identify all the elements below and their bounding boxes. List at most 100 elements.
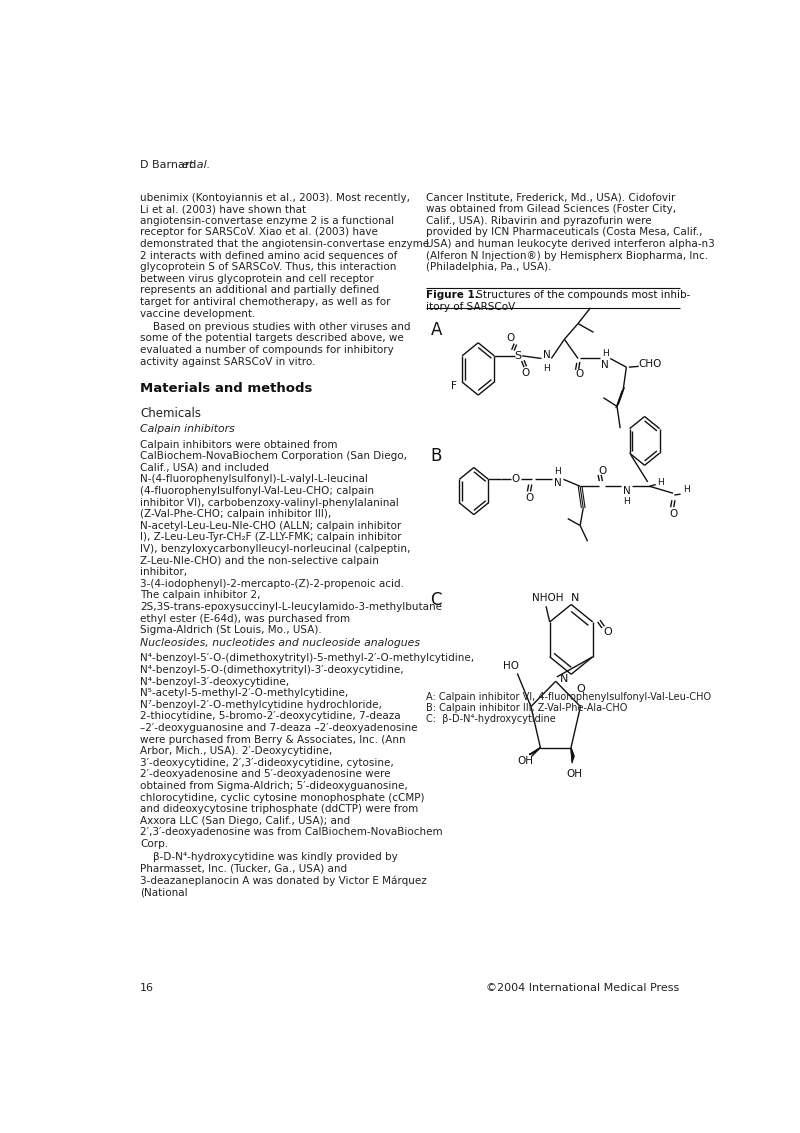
Text: Figure 1.: Figure 1. <box>426 290 478 300</box>
Text: N⁷-benzoyl-2′-O-methylcytidine hydrochloride,: N⁷-benzoyl-2′-O-methylcytidine hydrochlo… <box>140 700 382 710</box>
Text: were purchased from Berry & Associates, Inc. (Ann: were purchased from Berry & Associates, … <box>140 734 406 744</box>
Text: CalBiochem-NovaBiochem Corporation (San Diego,: CalBiochem-NovaBiochem Corporation (San … <box>140 451 407 461</box>
Text: and dideoxycytosine triphosphate (ddCTP) were from: and dideoxycytosine triphosphate (ddCTP)… <box>140 804 418 815</box>
Text: N: N <box>622 486 630 495</box>
Text: C:  β-D-N⁴-hydroxycytidine: C: β-D-N⁴-hydroxycytidine <box>426 715 555 724</box>
Text: N-(4-fluorophenylsulfonyl)-L-valyl-L-leucinal: N-(4-fluorophenylsulfonyl)-L-valyl-L-leu… <box>140 475 368 484</box>
Text: Calpain inhibitors were obtained from: Calpain inhibitors were obtained from <box>140 440 338 450</box>
Text: provided by ICN Pharmaceuticals (Costa Mesa, Calif.,: provided by ICN Pharmaceuticals (Costa M… <box>426 228 702 238</box>
Text: demonstrated that the angiotensin-convertase enzyme: demonstrated that the angiotensin-conver… <box>140 239 430 249</box>
Text: N⁴-benzoyl-5′-O-(dimethoxytrityl)-5-methyl-2′-O-methylcytidine,: N⁴-benzoyl-5′-O-(dimethoxytrityl)-5-meth… <box>140 654 474 664</box>
Text: 2′-deoxyadenosine and 5′-deoxyadenosine were: 2′-deoxyadenosine and 5′-deoxyadenosine … <box>140 769 391 780</box>
Text: Materials and methods: Materials and methods <box>140 382 313 395</box>
Text: A: A <box>430 321 442 339</box>
Text: (4-fluorophenylsulfonyl-Val-Leu-CHO; calpain: (4-fluorophenylsulfonyl-Val-Leu-CHO; cal… <box>140 486 374 496</box>
Text: Structures of the compounds most inhib-: Structures of the compounds most inhib- <box>473 290 690 300</box>
Text: inhibitor VI), carbobenzoxy-valinyl-phenylalaninal: inhibitor VI), carbobenzoxy-valinyl-phen… <box>140 497 399 508</box>
Text: activity against SARSCoV in vitro.: activity against SARSCoV in vitro. <box>140 357 316 367</box>
Text: OH: OH <box>517 756 533 766</box>
Text: chlorocytidine, cyclic cytosine monophosphate (cCMP): chlorocytidine, cyclic cytosine monophos… <box>140 793 425 802</box>
Text: N: N <box>602 359 609 369</box>
Polygon shape <box>571 748 574 761</box>
Text: vaccine development.: vaccine development. <box>140 308 256 318</box>
Polygon shape <box>530 748 540 755</box>
Text: glycoprotein S of SARSCoV. Thus, this interaction: glycoprotein S of SARSCoV. Thus, this in… <box>140 262 397 272</box>
Text: F: F <box>451 382 457 391</box>
Text: HO: HO <box>503 662 519 672</box>
Text: CHO: CHO <box>638 359 662 368</box>
Text: Li et al. (2003) have shown that: Li et al. (2003) have shown that <box>140 204 306 214</box>
Text: B: Calpain inhibitor III, Z-Val-Phe-Ala-CHO: B: Calpain inhibitor III, Z-Val-Phe-Ala-… <box>426 704 627 713</box>
Text: Z-Leu-Nle-CHO) and the non-selective calpain: Z-Leu-Nle-CHO) and the non-selective cal… <box>140 555 379 565</box>
Text: N⁵-acetyl-5-methyl-2′-O-methylcytidine,: N⁵-acetyl-5-methyl-2′-O-methylcytidine, <box>140 688 349 698</box>
Text: The calpain inhibitor 2,: The calpain inhibitor 2, <box>140 590 261 600</box>
Text: Sigma-Aldrich (St Louis, Mo., USA).: Sigma-Aldrich (St Louis, Mo., USA). <box>140 625 322 636</box>
Text: β-D-N⁴-hydroxycytidine was kindly provided by: β-D-N⁴-hydroxycytidine was kindly provid… <box>153 852 398 862</box>
Text: N: N <box>570 594 579 604</box>
Text: N: N <box>542 350 550 360</box>
Text: N: N <box>554 478 562 488</box>
Text: I), Z-Leu-Leu-Tyr-CH₂F (Z-LLY-FMK; calpain inhibitor: I), Z-Leu-Leu-Tyr-CH₂F (Z-LLY-FMK; calpa… <box>140 533 402 543</box>
Text: D Barnard: D Barnard <box>140 161 200 170</box>
Text: O: O <box>521 368 530 378</box>
Text: obtained from Sigma-Aldrich; 5′-dideoxyguanosine,: obtained from Sigma-Aldrich; 5′-dideoxyg… <box>140 781 408 791</box>
Text: O: O <box>598 466 606 476</box>
Text: O: O <box>604 628 613 638</box>
Text: et al.: et al. <box>182 161 210 170</box>
Text: 2S,3S-trans-epoxysuccinyl-L-leucylamido-3-methylbutane: 2S,3S-trans-epoxysuccinyl-L-leucylamido-… <box>140 602 442 612</box>
Text: evaluated a number of compounds for inhibitory: evaluated a number of compounds for inhi… <box>140 346 394 355</box>
Text: H: H <box>658 478 664 487</box>
Text: O: O <box>526 494 534 503</box>
Text: C: C <box>430 591 442 610</box>
Text: N⁴-benzoyl-3′-deoxycytidine,: N⁴-benzoyl-3′-deoxycytidine, <box>140 676 290 687</box>
Text: O: O <box>576 683 585 693</box>
Text: H: H <box>623 496 630 505</box>
Text: Chemicals: Chemicals <box>140 407 202 420</box>
Text: inhibitor,: inhibitor, <box>140 568 187 577</box>
Text: was obtained from Gilead Sciences (Foster City,: was obtained from Gilead Sciences (Foste… <box>426 204 676 214</box>
Text: O: O <box>506 333 514 343</box>
Text: Cancer Institute, Frederick, Md., USA). Cidofovir: Cancer Institute, Frederick, Md., USA). … <box>426 193 675 203</box>
Text: ubenimix (Kontoyiannis et al., 2003). Most recently,: ubenimix (Kontoyiannis et al., 2003). Mo… <box>140 193 410 203</box>
Text: 16: 16 <box>140 982 154 993</box>
Text: Corp.: Corp. <box>140 840 169 849</box>
Text: IV), benzyloxycarbonylleucyl-norleucinal (calpeptin,: IV), benzyloxycarbonylleucyl-norleucinal… <box>140 544 410 554</box>
Text: ethyl ester (E-64d), was purchased from: ethyl ester (E-64d), was purchased from <box>140 614 350 623</box>
Text: (National: (National <box>140 887 188 897</box>
Text: OH: OH <box>566 768 582 778</box>
Text: angiotensin-convertase enzyme 2 is a functional: angiotensin-convertase enzyme 2 is a fun… <box>140 216 394 225</box>
Text: H: H <box>554 467 561 476</box>
Text: Based on previous studies with other viruses and: Based on previous studies with other vir… <box>153 322 410 332</box>
Text: H: H <box>543 365 550 374</box>
Text: –2′-deoxyguanosine and 7-deaza –2′-deoxyadenosine: –2′-deoxyguanosine and 7-deaza –2′-deoxy… <box>140 723 418 733</box>
Text: 3-(4-iodophenyl)-2-mercapto-(Z)-2-propenoic acid.: 3-(4-iodophenyl)-2-mercapto-(Z)-2-propen… <box>140 579 404 589</box>
Text: target for antiviral chemotherapy, as well as for: target for antiviral chemotherapy, as we… <box>140 297 391 307</box>
Text: N⁴-benzoyl-5-O-(dimethoxytrityl)-3′-deoxycytidine,: N⁴-benzoyl-5-O-(dimethoxytrityl)-3′-deox… <box>140 665 404 675</box>
Text: N: N <box>559 674 568 683</box>
Text: itory of SARSCoV: itory of SARSCoV <box>426 303 514 312</box>
Text: N-acetyl-Leu-Leu-Nle-CHO (ALLN; calpain inhibitor: N-acetyl-Leu-Leu-Nle-CHO (ALLN; calpain … <box>140 521 402 530</box>
Text: USA) and human leukocyte derived interferon alpha-n3: USA) and human leukocyte derived interfe… <box>426 239 714 249</box>
Text: represents an additional and partially defined: represents an additional and partially d… <box>140 286 379 296</box>
Text: Axxora LLC (San Diego, Calif., USA); and: Axxora LLC (San Diego, Calif., USA); and <box>140 816 350 826</box>
Text: Calpain inhibitors: Calpain inhibitors <box>140 425 235 434</box>
Text: (Alferon N Injection®) by Hemispherx Biopharma, Inc.: (Alferon N Injection®) by Hemispherx Bio… <box>426 250 708 261</box>
Text: Pharmasset, Inc. (Tucker, Ga., USA) and: Pharmasset, Inc. (Tucker, Ga., USA) and <box>140 863 347 874</box>
Text: S: S <box>514 351 522 360</box>
Text: between virus glycoprotein and cell receptor: between virus glycoprotein and cell rece… <box>140 274 374 284</box>
Text: some of the potential targets described above, we: some of the potential targets described … <box>140 333 404 343</box>
Text: Calif., USA). Ribavirin and pyrazofurin were: Calif., USA). Ribavirin and pyrazofurin … <box>426 216 651 225</box>
Text: (Z-Val-Phe-CHO; calpain inhibitor III),: (Z-Val-Phe-CHO; calpain inhibitor III), <box>140 509 331 519</box>
Text: 2-thiocytidine, 5-bromo-2′-deoxycytidine, 7-deaza: 2-thiocytidine, 5-bromo-2′-deoxycytidine… <box>140 712 401 722</box>
Text: 3-deazaneplanocin A was donated by Victor E Márquez: 3-deazaneplanocin A was donated by Victo… <box>140 876 427 886</box>
Text: 3′-deoxycytidine, 2′,3′-dideoxycytidine, cytosine,: 3′-deoxycytidine, 2′,3′-dideoxycytidine,… <box>140 758 394 768</box>
Text: 2 interacts with defined amino acid sequences of: 2 interacts with defined amino acid sequ… <box>140 250 398 261</box>
Text: H: H <box>683 485 690 494</box>
Text: receptor for SARSCoV. Xiao et al. (2003) have: receptor for SARSCoV. Xiao et al. (2003)… <box>140 228 378 238</box>
Text: Arbor, Mich., USA). 2′-Deoxycytidine,: Arbor, Mich., USA). 2′-Deoxycytidine, <box>140 747 333 756</box>
Text: O: O <box>575 369 583 380</box>
Text: 2′,3′-deoxyadenosine was from CalBiochem-NovaBiochem: 2′,3′-deoxyadenosine was from CalBiochem… <box>140 827 443 837</box>
Text: Calif., USA) and included: Calif., USA) and included <box>140 462 270 472</box>
Text: (Philadelphia, Pa., USA).: (Philadelphia, Pa., USA). <box>426 262 551 272</box>
Text: Nucleosides, nucleotides and nucleoside analogues: Nucleosides, nucleotides and nucleoside … <box>140 638 420 648</box>
